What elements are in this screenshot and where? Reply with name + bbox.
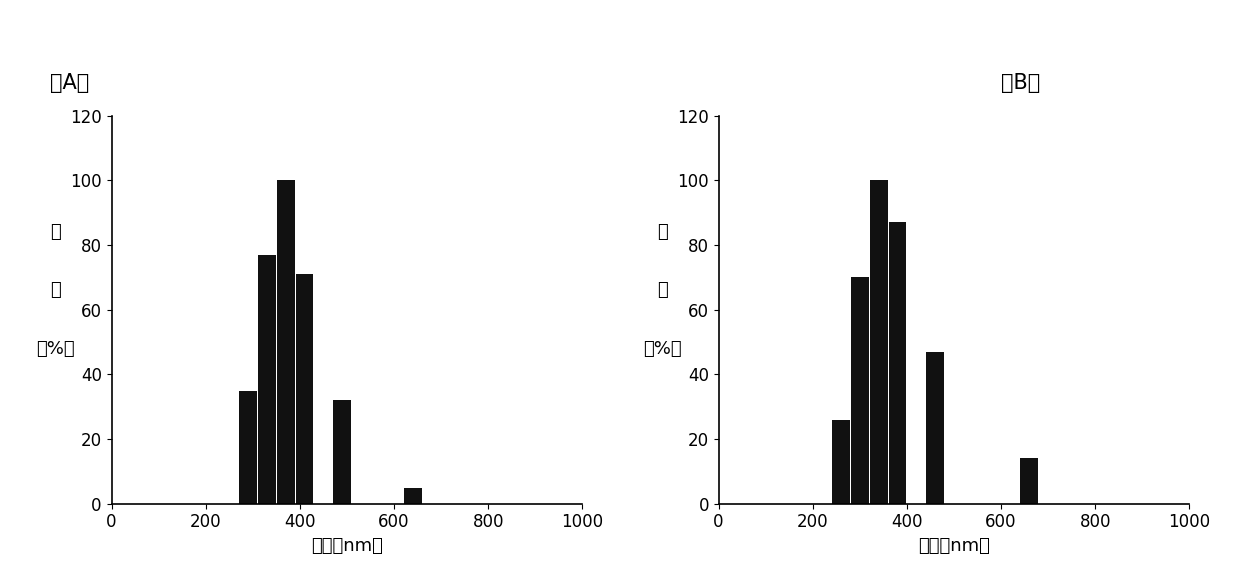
Bar [870, 181, 887, 504]
Bar [833, 420, 850, 504]
Bar [851, 277, 869, 504]
Bar [404, 488, 421, 504]
Text: 度: 度 [50, 281, 61, 299]
X-axis label: 粒径（nm）: 粒径（nm） [311, 537, 383, 555]
Text: 度: 度 [657, 281, 668, 299]
Text: 强: 强 [50, 223, 61, 241]
Text: （B）: （B） [1001, 72, 1041, 93]
Bar [258, 255, 276, 504]
Bar [927, 352, 944, 504]
Bar [276, 181, 295, 504]
Bar [333, 400, 351, 504]
Bar [1021, 459, 1038, 504]
Bar [239, 391, 256, 504]
X-axis label: 粒径（nm）: 粒径（nm） [918, 537, 990, 555]
Bar [888, 222, 907, 504]
Bar [296, 274, 313, 504]
Text: 强: 强 [657, 223, 668, 241]
Text: （%）: （%） [643, 339, 681, 358]
Text: （A）: （A） [51, 72, 89, 93]
Text: （%）: （%） [36, 339, 74, 358]
